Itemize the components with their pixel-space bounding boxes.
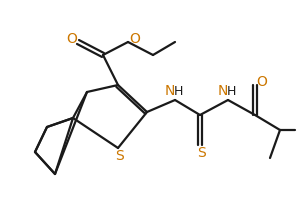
Text: O: O xyxy=(130,32,140,46)
Text: O: O xyxy=(256,75,267,89)
Text: N: N xyxy=(165,84,175,98)
Text: O: O xyxy=(67,32,77,46)
Text: H: H xyxy=(226,85,236,97)
Text: S: S xyxy=(116,149,124,163)
Text: N: N xyxy=(218,84,228,98)
Text: S: S xyxy=(198,146,206,160)
Text: H: H xyxy=(173,85,183,97)
